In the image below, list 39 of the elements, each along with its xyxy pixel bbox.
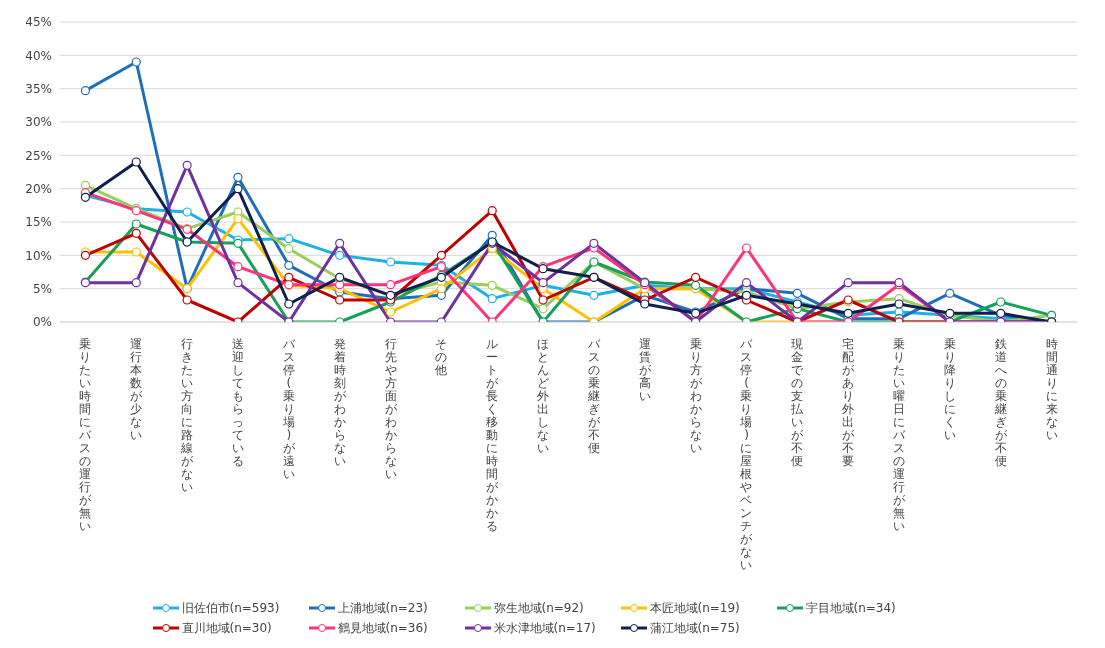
category-label: ルートが長く移動に時間がかかる <box>486 337 499 533</box>
legend-label: 鶴見地域(n=36) <box>337 619 428 637</box>
category-label: 宅配があり外出が不要 <box>842 337 855 468</box>
legend-label: 上浦地域(n=23) <box>337 599 428 617</box>
y-tick-label: 35% <box>25 81 52 96</box>
y-tick-label: 45% <box>25 15 52 30</box>
category-label: バス停(乗り場)に屋根やベンチがない <box>740 337 753 572</box>
y-tick-label: 20% <box>25 181 52 196</box>
legend-label: 直川地域(n=30) <box>181 619 272 637</box>
y-tick-label: 25% <box>25 148 52 163</box>
x-tick-label: その他 <box>435 337 448 377</box>
x-tick-label: 時間通りに来ない <box>1045 337 1058 442</box>
category-label: ほとんど外出しない <box>537 337 550 455</box>
category-label: バス停(乗り場)が遠い <box>282 337 295 481</box>
category-label: バスの乗継ぎが不便 <box>587 337 600 455</box>
category-label: 鉄道への乗継ぎが不便 <box>994 337 1007 468</box>
y-tick-label: 15% <box>25 215 52 230</box>
y-tick-label: 10% <box>25 248 52 263</box>
category-label: 送迎してもらっている <box>231 337 244 468</box>
legend-label: 本匠地域(n=19) <box>649 599 740 617</box>
x-tick-label: 運賃が高い <box>638 337 652 403</box>
category-label: 現金での支払いが不便 <box>791 337 804 468</box>
legend-label: 宇目地域(n=34) <box>805 599 896 617</box>
y-tick-label: 0% <box>32 315 52 330</box>
x-tick-label: 運行本数が少ない <box>130 337 144 442</box>
y-tick-label: 40% <box>25 48 52 63</box>
legend-label: 蒲江地域(n=75) <box>649 619 740 637</box>
legend-label: 弥生地域(n=92) <box>493 599 584 617</box>
y-tick-label: 5% <box>32 281 52 296</box>
x-tick-label: 乗り降りしにくい <box>943 337 956 442</box>
category-label: 行きたい方向に路線がない <box>181 337 194 494</box>
category-label: 乗りたい曜日にバスの運行が無い <box>893 337 906 533</box>
category-label: 発着時刻がわからない <box>333 337 346 468</box>
legend-label: 旧佐伯市(n=593) <box>181 599 280 617</box>
legend-label: 米水津地域(n=17) <box>493 619 596 637</box>
category-label: 行先や方面がわからない <box>384 337 397 481</box>
category-label: 乗りたい時間にバスの運行が無い <box>79 337 92 533</box>
y-tick-label: 30% <box>25 115 52 130</box>
category-label: 乗り方がわからない <box>689 337 702 455</box>
